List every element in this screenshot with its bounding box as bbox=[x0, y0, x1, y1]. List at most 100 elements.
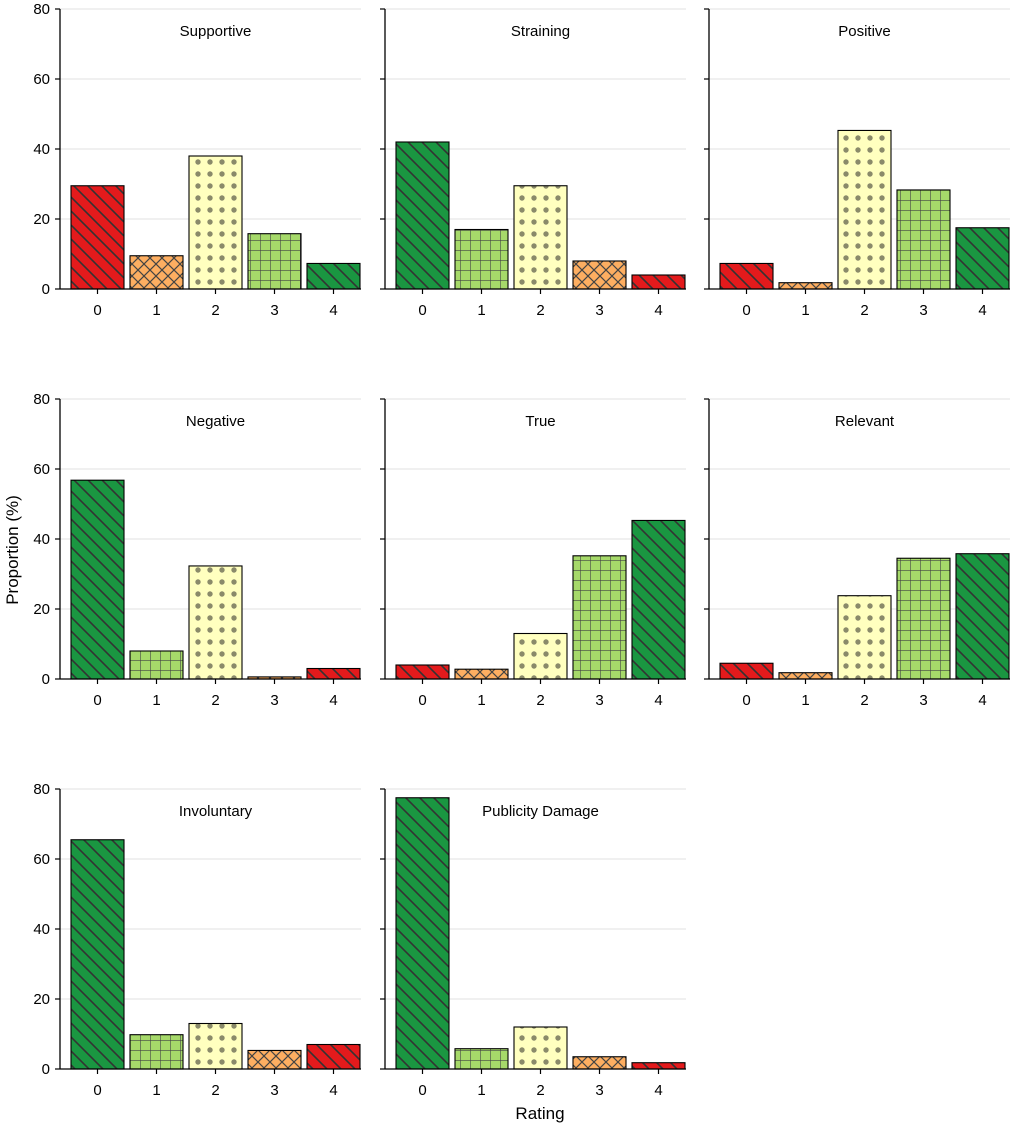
x-tick-label: 0 bbox=[93, 692, 101, 709]
x-tick-label: 3 bbox=[270, 1082, 278, 1099]
x-tick-label: 3 bbox=[919, 302, 927, 319]
panel-title: Straining bbox=[511, 23, 570, 40]
bar-4 bbox=[631, 519, 686, 680]
panel-title: Negative bbox=[186, 413, 245, 430]
bar-0 bbox=[395, 141, 450, 290]
x-tick-label: 4 bbox=[654, 692, 662, 709]
bar-0 bbox=[719, 662, 774, 680]
x-tick-label: 2 bbox=[860, 302, 868, 319]
x-axis-label: Rating bbox=[515, 1104, 564, 1123]
x-tick-label: 3 bbox=[595, 302, 603, 319]
bar-0 bbox=[70, 185, 125, 290]
x-tick-label: 2 bbox=[211, 1082, 219, 1099]
bar-3 bbox=[896, 557, 951, 680]
panel-true: 0 1 2 3 4 True bbox=[380, 398, 686, 709]
x-tick-label: 2 bbox=[211, 692, 219, 709]
bar-1 bbox=[129, 650, 184, 680]
panel-relevant: 0 1 2 3 4 Relevant bbox=[704, 398, 1010, 709]
bar-3 bbox=[896, 189, 951, 290]
panel-negative: 0 20 40 60 80 0 1 2 3 4 Negative bbox=[33, 391, 361, 709]
bar-2 bbox=[188, 155, 243, 290]
y-tick-label: 80 bbox=[33, 781, 50, 798]
panel-title: Involuntary bbox=[179, 803, 253, 820]
x-tick-label: 3 bbox=[595, 692, 603, 709]
x-tick-label: 2 bbox=[211, 302, 219, 319]
y-tick-label: 20 bbox=[33, 991, 50, 1008]
panel-straining: 0 1 2 3 4 Straining bbox=[380, 8, 686, 319]
panel-positive: 0 1 2 3 4 Positive bbox=[704, 8, 1010, 319]
panel-title: Supportive bbox=[180, 23, 252, 40]
panel-title: Publicity Damage bbox=[482, 803, 599, 820]
bar-1 bbox=[129, 1034, 184, 1070]
panel-title: True bbox=[525, 413, 555, 430]
y-tick-label: 40 bbox=[33, 921, 50, 938]
panel-supportive: 0 20 40 60 80 0 1 2 3 4 Supportive bbox=[33, 1, 361, 319]
bar-4 bbox=[631, 1062, 686, 1070]
panel-publicity-damage: 0 1 2 3 4 Publicity Damage bbox=[380, 788, 686, 1099]
bar-3 bbox=[572, 555, 627, 680]
bar-2 bbox=[837, 129, 892, 290]
y-tick-label: 80 bbox=[33, 1, 50, 18]
panel-title: Positive bbox=[838, 23, 891, 40]
bar-4 bbox=[306, 667, 361, 680]
y-tick-label: 60 bbox=[33, 461, 50, 478]
x-tick-label: 1 bbox=[801, 302, 809, 319]
x-tick-label: 1 bbox=[152, 302, 160, 319]
x-tick-label: 0 bbox=[93, 1082, 101, 1099]
x-tick-label: 0 bbox=[418, 1082, 426, 1099]
y-tick-label: 40 bbox=[33, 531, 50, 548]
bar-2 bbox=[837, 595, 892, 680]
bar-0 bbox=[70, 839, 125, 1070]
bar-3 bbox=[247, 1049, 302, 1070]
bar-0 bbox=[719, 262, 774, 290]
bar-2 bbox=[188, 565, 243, 680]
x-tick-label: 4 bbox=[978, 302, 986, 319]
x-tick-label: 1 bbox=[152, 692, 160, 709]
bar-4 bbox=[955, 553, 1010, 680]
bar-4 bbox=[955, 227, 1010, 290]
bar-3 bbox=[247, 233, 302, 290]
panel-title: Relevant bbox=[835, 413, 895, 430]
bar-1 bbox=[454, 1048, 509, 1070]
x-tick-label: 0 bbox=[742, 302, 750, 319]
bar-2 bbox=[513, 1026, 568, 1070]
x-tick-label: 4 bbox=[654, 1082, 662, 1099]
x-tick-label: 0 bbox=[93, 302, 101, 319]
panel-involuntary: 0 20 40 60 80 0 1 2 3 4 Involuntary bbox=[33, 781, 361, 1099]
x-tick-label: 1 bbox=[152, 1082, 160, 1099]
y-tick-label: 80 bbox=[33, 391, 50, 408]
bar-2 bbox=[513, 185, 568, 290]
x-tick-label: 2 bbox=[860, 692, 868, 709]
bar-4 bbox=[631, 274, 686, 290]
y-tick-label: 20 bbox=[33, 601, 50, 618]
x-tick-label: 4 bbox=[329, 692, 337, 709]
y-tick-label: 0 bbox=[42, 671, 50, 688]
x-tick-label: 4 bbox=[329, 1082, 337, 1099]
y-tick-label: 0 bbox=[42, 1061, 50, 1078]
x-tick-label: 2 bbox=[536, 302, 544, 319]
bar-3 bbox=[572, 1056, 627, 1070]
y-tick-label: 60 bbox=[33, 71, 50, 88]
bar-4 bbox=[306, 262, 361, 290]
y-axis-label: Proportion (%) bbox=[3, 495, 22, 605]
x-tick-label: 1 bbox=[801, 692, 809, 709]
x-tick-label: 0 bbox=[418, 692, 426, 709]
bar-2 bbox=[188, 1022, 243, 1070]
bar-2 bbox=[513, 632, 568, 680]
x-tick-label: 3 bbox=[270, 302, 278, 319]
x-tick-label: 0 bbox=[742, 692, 750, 709]
bar-1 bbox=[778, 282, 833, 290]
x-tick-label: 3 bbox=[919, 692, 927, 709]
x-tick-label: 1 bbox=[477, 1082, 485, 1099]
bar-0 bbox=[395, 664, 450, 680]
x-tick-label: 4 bbox=[654, 302, 662, 319]
x-tick-label: 3 bbox=[595, 1082, 603, 1099]
y-tick-label: 40 bbox=[33, 141, 50, 158]
x-tick-label: 3 bbox=[270, 692, 278, 709]
bar-3 bbox=[572, 260, 627, 290]
x-tick-label: 4 bbox=[329, 302, 337, 319]
bar-0 bbox=[70, 479, 125, 680]
x-tick-label: 2 bbox=[536, 692, 544, 709]
